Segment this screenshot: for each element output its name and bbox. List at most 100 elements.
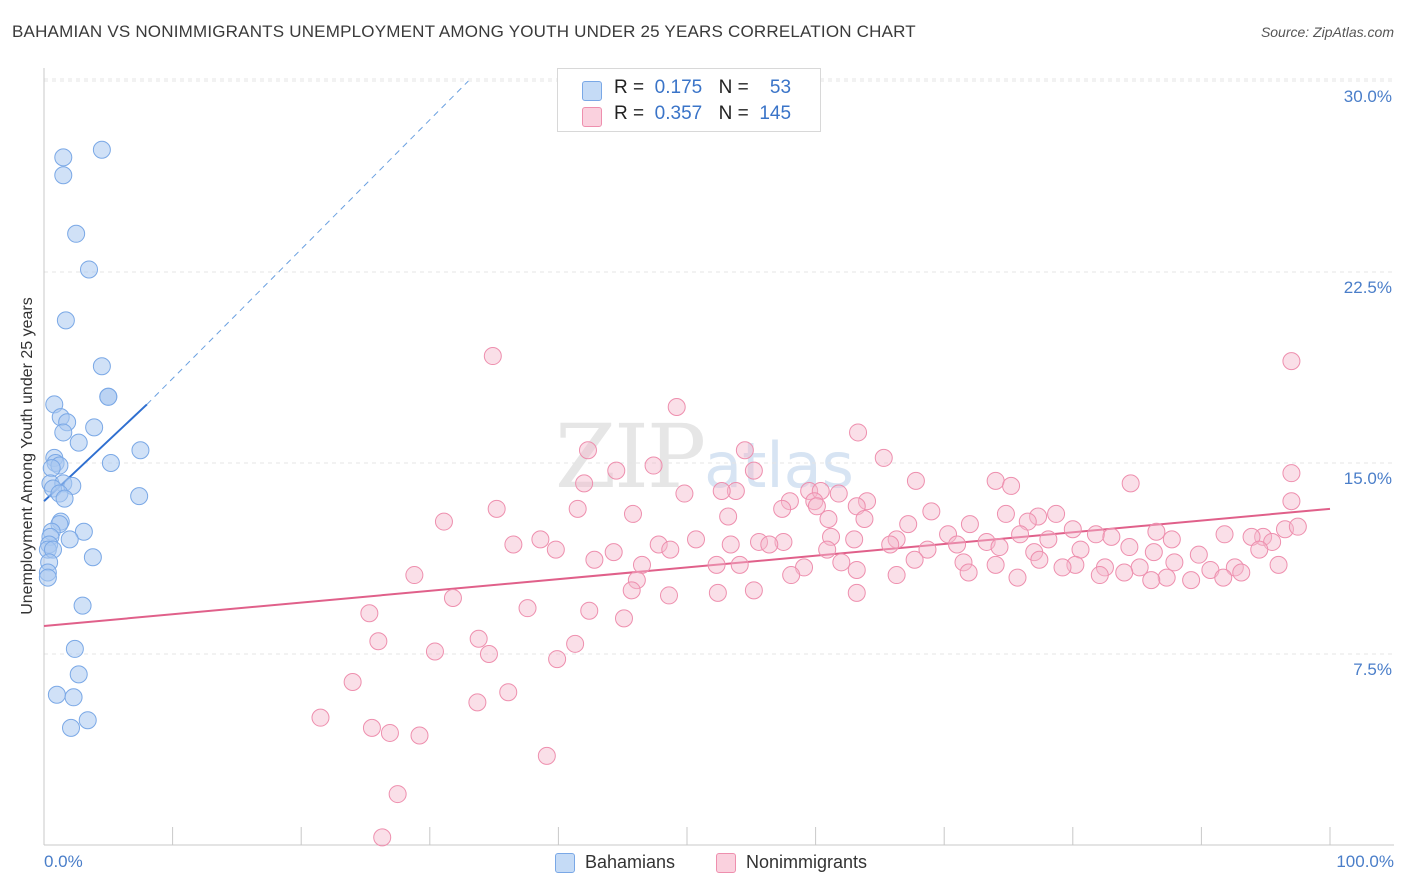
nonimmigrants-point [585, 550, 604, 569]
nonimmigrants-point [1157, 568, 1176, 587]
bahamians-point [78, 711, 97, 730]
nonimmigrants-point [1282, 464, 1301, 483]
bahamians-point [62, 718, 81, 737]
bahamians-point [101, 454, 120, 472]
nonimmigrants-point [580, 601, 599, 620]
nonimmigrants-swatch [582, 107, 602, 127]
nonimmigrants-point [1269, 555, 1288, 574]
nonimmigrants-point [918, 540, 937, 559]
bahamians-point [54, 423, 73, 442]
nonimmigrants-point [1071, 540, 1090, 559]
nonimmigrants-point [380, 723, 399, 742]
data-points [38, 140, 1307, 847]
nonimmigrants-point [649, 535, 668, 554]
nonimmigrants-point [1039, 530, 1058, 549]
nonimmigrants-point [667, 397, 686, 416]
nonimmigrants-point [905, 550, 924, 569]
nonimmigrants-point [1215, 525, 1234, 544]
n-value: 53 [769, 77, 792, 98]
bahamians-trend-extension [146, 80, 469, 405]
nonimmigrants-point [719, 507, 738, 526]
nonimmigrants-point [959, 563, 978, 582]
nonimmigrants-point [721, 535, 740, 554]
bahamians-point [99, 387, 118, 406]
n-label: N = [718, 103, 749, 124]
nonimmigrants-point [805, 492, 824, 511]
r-label: R = [614, 103, 645, 124]
nonimmigrants-point [986, 555, 1005, 574]
nonimmigrants-point [782, 566, 801, 585]
nonimmigrants-point [479, 645, 498, 663]
y-tick-label: 22.5% [1343, 278, 1392, 297]
r-value: 0.175 [654, 77, 703, 98]
n-value: 145 [759, 103, 792, 124]
nonimmigrants-point [614, 609, 633, 628]
bahamians-point [64, 688, 83, 707]
nonimmigrants-point [744, 581, 763, 600]
bahamians-point [92, 140, 111, 159]
bahamians-point [80, 260, 99, 279]
nonimmigrants-point [1121, 474, 1140, 493]
nonimmigrants-point [818, 540, 837, 559]
nonimmigrants-point [1047, 504, 1066, 523]
chart-source: Source: ZipAtlas.com [1260, 24, 1394, 40]
nonimmigrants-point [707, 555, 726, 574]
nonimmigrants-point [373, 828, 392, 847]
r-value: 0.357 [654, 103, 703, 124]
nonimmigrants-point [632, 555, 651, 574]
nonimmigrants-point [578, 441, 597, 460]
r-label: R = [614, 77, 645, 98]
nonimmigrants-point [1147, 522, 1166, 541]
nonimmigrants-point [622, 581, 641, 600]
nonimmigrants-point [730, 555, 749, 574]
nonimmigrants-point [487, 499, 506, 518]
legend-swatch [555, 853, 575, 873]
nonimmigrants-point [990, 538, 1009, 557]
nonimmigrants-point [726, 482, 745, 501]
nonimmigrants-point [627, 571, 646, 590]
nonimmigrants-point [607, 461, 626, 480]
nonimmigrants-point [311, 708, 330, 727]
bahamians-point [38, 568, 57, 587]
nonimmigrants-point [744, 461, 763, 480]
n-label: N = [718, 77, 749, 98]
nonimmigrants-point [499, 683, 518, 702]
nonimmigrants-point [1162, 530, 1181, 549]
bahamians-point [83, 548, 102, 567]
nonimmigrants-point [546, 540, 565, 559]
nonimmigrants-point [819, 510, 838, 529]
nonimmigrants-point [750, 532, 769, 551]
nonimmigrants-point [1029, 507, 1048, 526]
nonimmigrants-point [1030, 550, 1049, 569]
nonimmigrants-trend-line [43, 507, 1331, 627]
nonimmigrants-point [922, 502, 941, 521]
legend-label: Nonimmigrants [746, 852, 868, 872]
x-tick-label: 0.0% [44, 852, 83, 871]
nonimmigrants-point [661, 540, 680, 559]
bahamians-point [56, 311, 75, 330]
nonimmigrants-point [1115, 563, 1134, 582]
y-tick-label: 30.0% [1343, 87, 1392, 106]
bahamians-point [92, 357, 111, 376]
nonimmigrants-point [829, 484, 848, 503]
nonimmigrants-point [1011, 525, 1030, 544]
y-tick-label: 7.5% [1353, 660, 1392, 679]
bahamians-point [73, 596, 92, 615]
nonimmigrants-point [855, 510, 874, 529]
nonimmigrants-point [469, 629, 488, 648]
nonimmigrants-point [735, 441, 754, 460]
nonimmigrants-point [575, 474, 594, 493]
nonimmigrants-point [360, 604, 379, 623]
nonimmigrants-point [604, 543, 623, 562]
nonimmigrants-point [773, 499, 792, 518]
bahamians-point [47, 685, 66, 704]
nonimmigrants-point [434, 512, 453, 531]
nonimmigrants-point [388, 785, 407, 804]
nonimmigrants-point [986, 471, 1005, 490]
nonimmigrants-point [874, 448, 893, 467]
bahamians-point [69, 665, 88, 684]
nonimmigrants-point [832, 553, 851, 572]
chart-title: BAHAMIAN VS NONIMMIGRANTS UNEMPLOYMENT A… [12, 22, 916, 41]
nonimmigrants-point [899, 515, 918, 534]
